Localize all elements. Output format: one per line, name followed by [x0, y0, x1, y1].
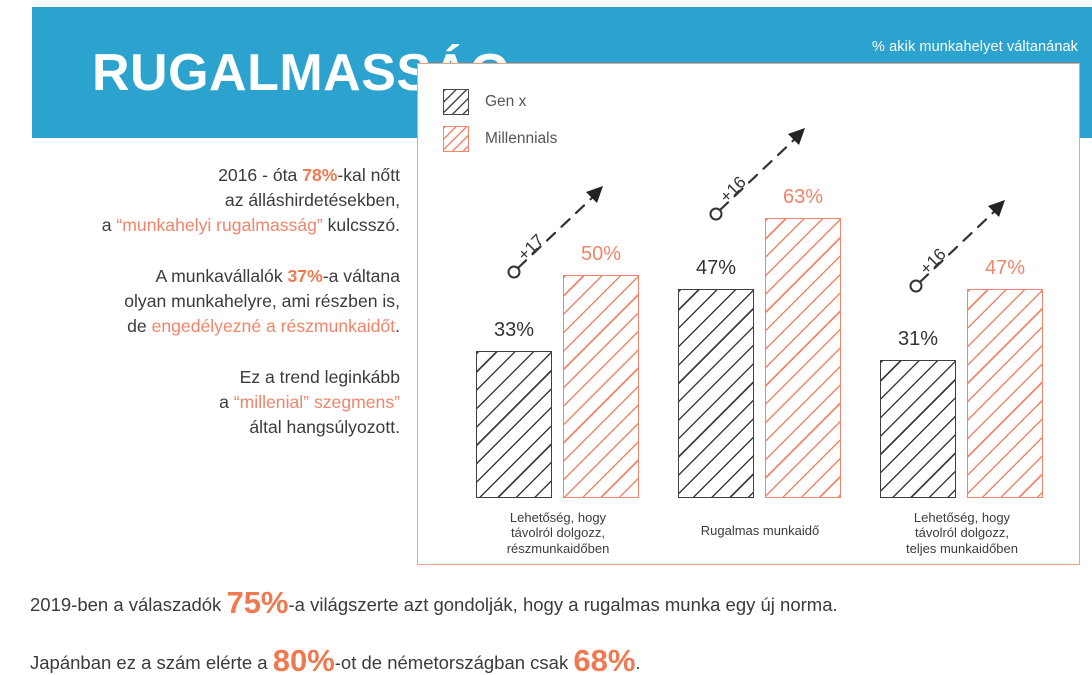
bars: 47% 63% [678, 186, 841, 498]
left-text-column: 2016 - óta 78%-kal nőtt az álláshirdetés… [22, 163, 400, 440]
b2-a: Japánban ez a szám elérte a [30, 652, 273, 673]
p3-phrase: “millenial” szegmens” [233, 391, 400, 412]
bars: 31% 47% [880, 257, 1043, 498]
category-label-group2: Lehetőség, hogy távolról dolgozz, teljes… [872, 510, 1052, 556]
b1-b: -a világszerte azt gondolják, hogy a rug… [288, 594, 838, 615]
bar-millennials-group1: 63% [765, 186, 841, 498]
b2-c: . [635, 652, 641, 673]
p1-line1-a: 2016 - óta [218, 165, 303, 185]
chart-legend: Gen x Millennials [443, 89, 557, 163]
p3-line2-a: a [219, 391, 234, 412]
plot-area: 33% 50% Lehetőség, hogy távolról dolgozz… [418, 64, 1081, 566]
growth-arrow-group1: +16 [702, 123, 812, 228]
b2-b: -ot de németországban csak [334, 652, 574, 673]
category-label-group1: Rugalmas munkaidő [670, 523, 850, 538]
p3-line3: által hangsúlyozott. [249, 416, 400, 437]
bar-genx-group1: 47% [678, 257, 754, 498]
legend-item-genx: Gen x [443, 89, 557, 115]
bar-value-genx-group2: 31% [897, 328, 939, 350]
b1-stat-75: 75% [226, 585, 289, 620]
cat0-line3: részmunkaidőben [506, 540, 610, 556]
cat2-line3: teljes munkaidőben [905, 540, 1019, 556]
bar-value-genx-group1: 47% [695, 257, 737, 279]
cat0-line1: Lehetőség, hogy [509, 510, 607, 526]
cat2-line2: távolról dolgozz, [915, 525, 1009, 541]
chart-axis-caption: % akik munkahelyet váltanának [871, 39, 1078, 55]
paragraph-2: A munkavállalók 37%-a váltana olyan munk… [22, 264, 400, 339]
bottom-line-1: 2019-ben a válaszadók 75%-a világszerte … [30, 585, 1070, 621]
bar-millennials-group0: 50% [563, 243, 639, 498]
legend-label-millennials: Millennials [485, 130, 558, 147]
bars: 33% 50% [476, 243, 639, 498]
b2-stat-80: 80% [272, 643, 335, 675]
bottom-line-2: Japánban ez a szám elérte a 80%-ot de né… [30, 643, 1070, 675]
p2-stat-37: 37% [287, 265, 323, 286]
p1-line3-a: a [101, 214, 117, 235]
p2-phrase: engedélyezné a részmunkaidőt [151, 315, 396, 336]
category-label-group0: Lehetőség, hogy távolról dolgozz, részmu… [468, 510, 648, 556]
p1-keyword: “munkahelyi rugalmasság” [116, 214, 323, 235]
bar-chart-panel: Gen x Millennials 33% 50% Lehet [417, 63, 1080, 565]
p1-line3-b: kulcsszó. [322, 214, 400, 235]
growth-arrow-svg-group1 [709, 128, 805, 221]
growth-arrow-group2: +16 [902, 195, 1012, 300]
growth-arrow-svg-group2 [909, 200, 1005, 293]
growth-arrow-group0: +17 [500, 181, 610, 286]
b1-a: 2019-ben a válaszadók [30, 594, 227, 615]
bar-value-millennials-group2: 47% [984, 257, 1026, 279]
p2-line1-b: -a váltana [322, 265, 400, 286]
legend-swatch-millennials-icon [443, 126, 469, 152]
legend-label-genx: Gen x [485, 93, 527, 110]
cat0-line2: távolról dolgozz, [511, 525, 605, 541]
p2-line3-a: de [127, 315, 152, 336]
growth-arrow-svg-group0 [507, 186, 603, 279]
p3-line1: Ez a trend leginkább [239, 366, 400, 387]
bar-millennials-group2: 47% [967, 257, 1043, 498]
cat1-line1: Rugalmas munkaidő [700, 522, 820, 538]
p1-stat-78: 78% [302, 165, 338, 185]
legend-swatch-genx-icon [443, 89, 469, 115]
bottom-text-block: 2019-ben a válaszadók 75%-a világszerte … [30, 585, 1070, 675]
paragraph-3: Ez a trend leginkább a “millenial” szegm… [22, 365, 400, 440]
bar-genx-group2: 31% [880, 328, 956, 498]
legend-item-millennials: Millennials [443, 126, 557, 152]
bar-value-millennials-group1: 63% [782, 186, 824, 208]
p2-line1-a: A munkavállalók [155, 265, 288, 286]
p1-line2: az álláshirdetésekben, [224, 189, 400, 210]
cat2-line1: Lehetőség, hogy [913, 510, 1011, 526]
bar-value-millennials-group0: 50% [580, 243, 622, 265]
p2-line2: olyan munkahelyre, ami részben is, [124, 290, 400, 311]
bar-value-genx-group0: 33% [493, 319, 535, 341]
b2-stat-68: 68% [573, 643, 636, 675]
paragraph-1: 2016 - óta 78%-kal nőtt az álláshirdetés… [22, 163, 400, 238]
p1-line1-b: -kal nőtt [337, 165, 400, 185]
p2-line3-b: . [395, 315, 400, 336]
bar-genx-group0: 33% [476, 319, 552, 498]
